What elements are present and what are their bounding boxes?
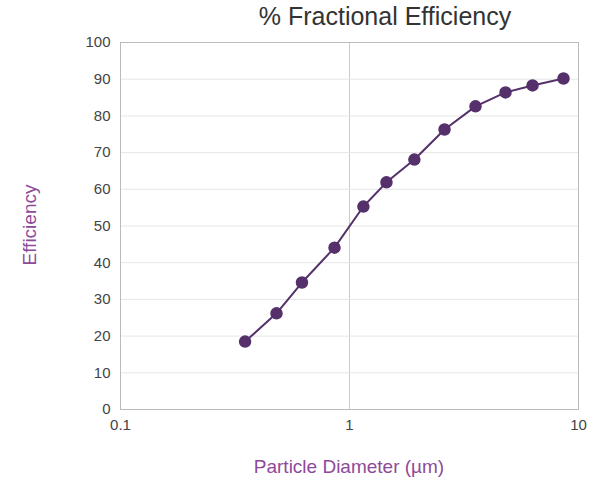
svg-text:0.1: 0.1 (110, 416, 131, 433)
svg-text:90: 90 (94, 70, 111, 87)
html-text:Efficiency: Efficiency (19, 184, 40, 266)
svg-text:40: 40 (94, 254, 111, 271)
html-text:% Fractional Efficiency: % Fractional Efficiency (258, 2, 512, 30)
svg-text:1: 1 (345, 416, 353, 433)
html-text:Particle Diameter (µm): Particle Diameter (µm) (253, 456, 445, 477)
svg-text:20: 20 (94, 327, 111, 344)
svg-text:10: 10 (94, 364, 111, 381)
svg-text:10: 10 (570, 416, 587, 433)
svg-text:50: 50 (94, 217, 111, 234)
svg-text:100: 100 (85, 33, 110, 50)
svg-text:30: 30 (94, 290, 111, 307)
svg-text:0: 0 (102, 400, 110, 417)
svg-text:80: 80 (94, 107, 111, 124)
svg-text:70: 70 (94, 143, 111, 160)
svg-text:60: 60 (94, 180, 111, 197)
